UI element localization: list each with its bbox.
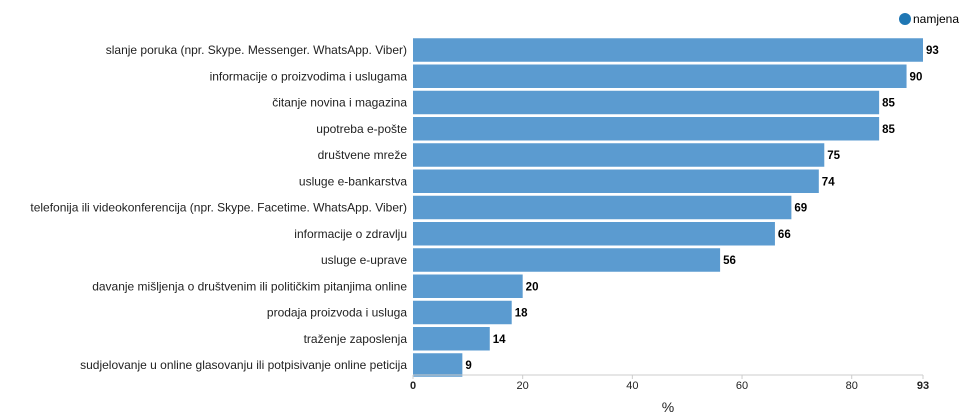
category-label: usluge e-uprave — [321, 253, 407, 267]
bar[interactable] — [413, 300, 512, 325]
bar[interactable] — [413, 195, 792, 220]
bar[interactable] — [413, 64, 907, 89]
bar[interactable] — [413, 169, 819, 194]
value-label: 66 — [778, 229, 791, 241]
bar[interactable] — [413, 90, 880, 115]
value-label: 85 — [882, 124, 895, 136]
x-tick-label: 93 — [917, 380, 929, 392]
bar[interactable] — [413, 353, 463, 377]
value-label: 69 — [794, 203, 807, 215]
x-tick-label: 40 — [626, 380, 638, 392]
x-tick-label: 60 — [736, 380, 748, 392]
legend-label-namjena: namjena — [913, 12, 959, 26]
value-label: 18 — [515, 308, 528, 320]
category-label: usluge e-bankarstva — [299, 174, 407, 188]
value-label: 14 — [493, 334, 506, 346]
x-tick-label: 20 — [517, 380, 529, 392]
category-label: upotreba e-pošte — [316, 122, 407, 136]
bar[interactable] — [413, 222, 775, 246]
bars-layer — [413, 38, 923, 377]
category-label: informacije o zdravlju — [294, 227, 407, 241]
category-label: traženje zaposlenja — [304, 332, 408, 346]
category-label: sudjelovanje u online glasovanju ili pot… — [80, 358, 407, 372]
category-label: društvene mreže — [318, 148, 408, 162]
category-label: informacije o proizvodima i uslugama — [210, 69, 408, 83]
value-label: 93 — [926, 45, 939, 57]
x-axis: 0 20 40 60 80 93 — [410, 374, 929, 392]
legend[interactable]: namjena — [899, 12, 959, 26]
category-label: čitanje novina i magazina — [272, 96, 407, 110]
value-label: 74 — [822, 176, 835, 188]
bar[interactable] — [413, 248, 721, 272]
bar[interactable] — [413, 143, 825, 167]
category-label: slanje poruka (npr. Skype. Messenger. Wh… — [106, 43, 407, 57]
bar[interactable] — [413, 274, 523, 299]
category-label: telefonija ili videokonferencija (npr. S… — [30, 201, 407, 215]
value-label: 85 — [882, 98, 895, 110]
category-label: prodaja proizvoda i usluga — [267, 306, 407, 320]
category-labels: slanje poruka (npr. Skype. Messenger. Wh… — [30, 43, 407, 372]
value-label: 75 — [827, 150, 840, 162]
bar[interactable] — [413, 38, 923, 62]
value-label: 90 — [910, 71, 923, 83]
value-labels: 93 90 85 85 75 74 69 66 56 20 18 14 9 — [465, 45, 938, 372]
category-label: davanje mišljenja o društvenim ili polit… — [92, 279, 407, 293]
x-axis-title: % — [662, 399, 674, 415]
x-tick-label: 80 — [846, 380, 858, 392]
legend-swatch-namjena — [899, 13, 911, 25]
x-tick-label: 0 — [410, 380, 416, 392]
bar[interactable] — [413, 327, 490, 351]
value-label: 20 — [526, 281, 539, 293]
bar[interactable] — [413, 117, 880, 141]
value-label: 9 — [465, 360, 471, 372]
value-label: 56 — [723, 255, 736, 267]
